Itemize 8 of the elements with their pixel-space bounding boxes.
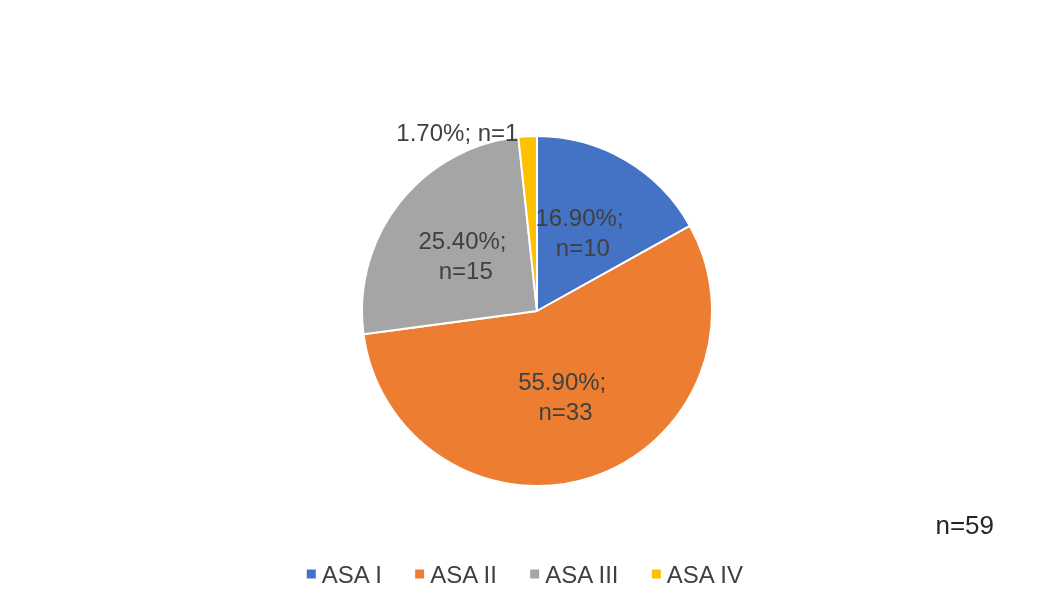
text: n=59 [935, 510, 995, 540]
data-label: 25.40%; n=15 [418, 226, 514, 284]
legend-label: ASA III [545, 560, 619, 588]
data-label: 1.70%; n=1 [396, 118, 519, 146]
data-label: 55.90%; n=33 [518, 368, 613, 426]
legend-label: ASA II [430, 560, 497, 588]
legend-label: ASA IV [666, 560, 743, 588]
legend-label: ASA I [321, 560, 382, 588]
